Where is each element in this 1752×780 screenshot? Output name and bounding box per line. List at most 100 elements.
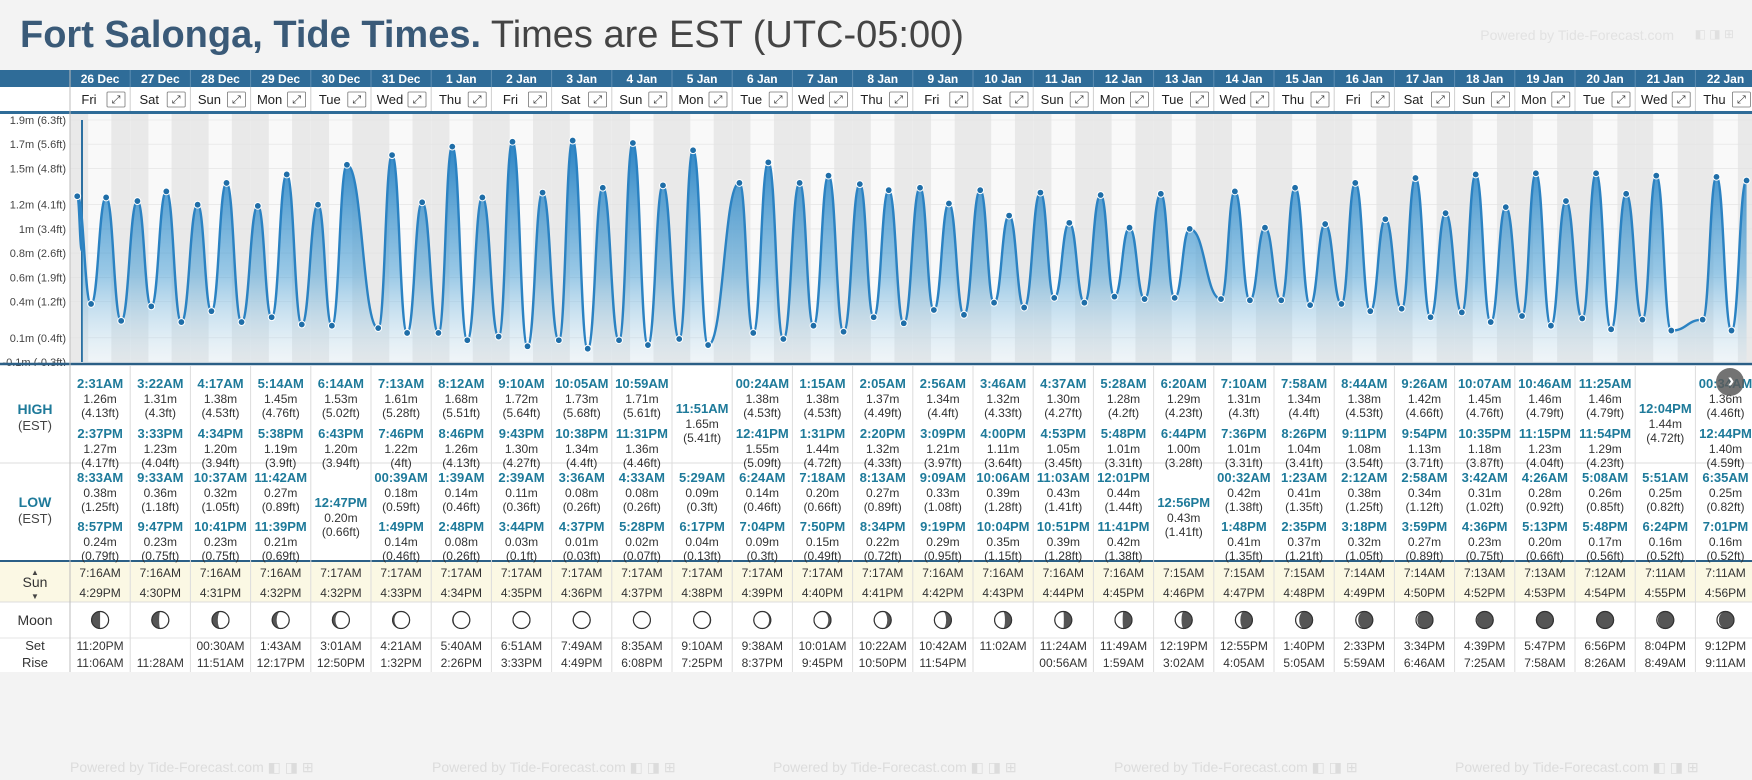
expand-day-button[interactable] <box>528 91 547 108</box>
tide-point[interactable] <box>418 198 427 207</box>
tide-point[interactable] <box>523 342 532 351</box>
tide-point[interactable] <box>237 318 246 326</box>
tide-point[interactable] <box>1712 172 1721 181</box>
tide-point[interactable] <box>1531 169 1540 178</box>
expand-day-button[interactable] <box>1732 91 1751 108</box>
tide-point[interactable] <box>538 188 547 197</box>
tide-point[interactable] <box>855 180 864 189</box>
tide-point[interactable] <box>1261 223 1269 232</box>
expand-day-button[interactable] <box>226 91 246 108</box>
share-icons[interactable]: ◧ ◨ ⊞ <box>1694 27 1734 41</box>
expand-day-button[interactable] <box>1310 91 1330 108</box>
expand-day-button[interactable] <box>287 91 307 108</box>
tide-point[interactable] <box>267 313 276 322</box>
tide-point[interactable] <box>628 139 637 147</box>
tide-point[interactable] <box>1667 326 1676 335</box>
tide-point[interactable] <box>1486 318 1495 326</box>
expand-day-button[interactable] <box>347 91 367 108</box>
tide-point[interactable] <box>1397 304 1406 313</box>
tide-point[interactable] <box>1607 325 1616 334</box>
expand-day-button[interactable] <box>166 91 186 108</box>
tide-point[interactable] <box>1411 174 1420 182</box>
tide-point[interactable] <box>960 310 968 319</box>
tide-point[interactable] <box>1321 220 1330 228</box>
tide-point[interactable] <box>478 193 487 202</box>
expand-day-button[interactable] <box>1671 91 1691 108</box>
tide-point[interactable] <box>448 142 457 151</box>
tide-point[interactable] <box>689 146 697 155</box>
expand-day-button[interactable] <box>1551 91 1571 108</box>
tide-point[interactable] <box>839 327 848 336</box>
tide-point[interactable] <box>162 187 171 196</box>
tide-point[interactable] <box>1306 301 1315 310</box>
tide-point[interactable] <box>102 193 111 202</box>
tide-point[interactable] <box>1426 313 1435 322</box>
expand-day-button[interactable] <box>1190 91 1209 108</box>
tide-point[interactable] <box>403 329 412 337</box>
tide-point[interactable] <box>343 160 351 169</box>
tide-point[interactable] <box>884 186 893 195</box>
tide-point[interactable] <box>1096 191 1105 199</box>
tide-point[interactable] <box>1578 314 1587 323</box>
tide-point[interactable] <box>297 320 306 329</box>
scroll-right-button[interactable]: › <box>1716 368 1744 396</box>
expand-day-button[interactable] <box>1431 91 1450 108</box>
expand-day-button[interactable] <box>1250 91 1270 108</box>
tide-point[interactable] <box>990 298 998 307</box>
tide-point[interactable] <box>1230 187 1239 196</box>
tide-point[interactable] <box>1065 218 1074 227</box>
tide-point[interactable] <box>1501 203 1510 212</box>
tide-point[interactable] <box>374 324 383 333</box>
tide-point[interactable] <box>314 200 322 209</box>
tide-point[interactable] <box>1381 215 1390 224</box>
tide-point[interactable] <box>1277 296 1286 305</box>
tide-point[interactable] <box>73 192 82 201</box>
expand-day-button[interactable] <box>829 91 848 108</box>
tide-point[interactable] <box>869 313 878 322</box>
tide-point[interactable] <box>749 329 758 337</box>
tide-point[interactable] <box>1698 315 1707 324</box>
tide-point[interactable] <box>494 332 503 341</box>
tide-point[interactable] <box>735 179 744 187</box>
expand-day-button[interactable] <box>1370 91 1390 108</box>
tide-point[interactable] <box>1005 211 1014 220</box>
tide-point[interactable] <box>1217 295 1225 303</box>
tide-point[interactable] <box>388 151 396 159</box>
tide-point[interactable] <box>282 170 291 179</box>
tide-point[interactable] <box>1140 295 1149 303</box>
tide-point[interactable] <box>659 181 667 190</box>
tide-point[interactable] <box>568 136 577 145</box>
powered-by-link[interactable]: Powered by Tide-Forecast.com <box>1480 27 1674 43</box>
tide-point[interactable] <box>809 321 818 330</box>
tide-point[interactable] <box>824 171 833 180</box>
expand-day-button[interactable] <box>648 91 668 108</box>
expand-day-button[interactable] <box>1130 91 1149 108</box>
tide-point[interactable] <box>434 329 443 337</box>
tide-point[interactable] <box>1592 169 1600 178</box>
tide-point[interactable] <box>1471 170 1480 179</box>
tide-point[interactable] <box>1036 188 1045 197</box>
tide-point[interactable] <box>1622 189 1631 198</box>
expand-day-button[interactable] <box>768 91 788 108</box>
tide-point[interactable] <box>193 200 202 209</box>
tide-point[interactable] <box>945 199 953 208</box>
tide-point[interactable] <box>133 197 142 205</box>
expand-day-button[interactable] <box>949 91 969 108</box>
tide-point[interactable] <box>463 336 472 345</box>
expand-day-button[interactable] <box>708 91 728 108</box>
tide-point[interactable] <box>598 183 607 192</box>
tide-point[interactable] <box>177 318 186 326</box>
tide-point[interactable] <box>899 319 908 328</box>
expand-day-button[interactable] <box>1491 91 1510 108</box>
tide-point[interactable] <box>644 341 652 349</box>
tide-point[interactable] <box>976 186 985 195</box>
tide-point[interactable] <box>1742 176 1751 185</box>
tide-point[interactable] <box>508 137 517 146</box>
tide-point[interactable] <box>253 202 262 210</box>
expand-day-button[interactable] <box>1611 91 1631 108</box>
tide-point[interactable] <box>1110 292 1119 301</box>
tide-point[interactable] <box>615 336 623 345</box>
tide-point[interactable] <box>1518 312 1526 320</box>
tide-point[interactable] <box>1156 189 1165 198</box>
tide-point[interactable] <box>147 302 156 311</box>
